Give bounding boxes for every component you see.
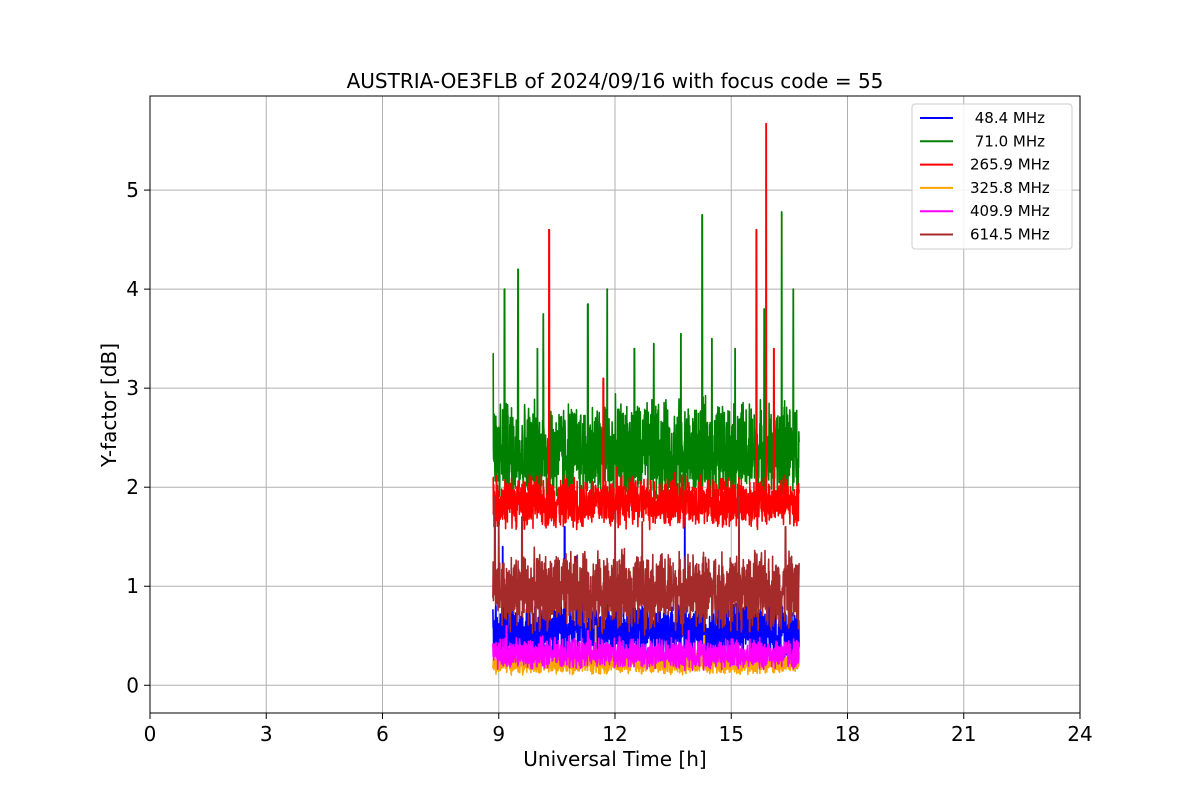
legend-entry: 325.8 MHz <box>970 179 1050 197</box>
legend-entry: 71.0 MHz <box>970 132 1045 150</box>
series-line <box>492 211 800 512</box>
series-line <box>492 624 800 676</box>
legend-entry: 48.4 MHz <box>970 109 1045 127</box>
legend-box <box>911 103 1073 250</box>
y-tick-label: 5 <box>126 178 139 202</box>
legend-entry: 614.5 MHz <box>970 226 1050 244</box>
y-tick-label: 0 <box>126 673 139 697</box>
y-axis-label: Y-factor [dB] <box>97 343 121 468</box>
x-tick-label: 24 <box>1067 722 1092 746</box>
x-tick-label: 9 <box>492 722 505 746</box>
x-tick-label: 21 <box>951 722 976 746</box>
series-line <box>492 624 800 672</box>
series-line <box>492 496 800 636</box>
chart-title: AUSTRIA-OE3FLB of 2024/09/16 with focus … <box>347 69 884 93</box>
x-tick-label: 3 <box>260 722 273 746</box>
x-tick-label: 0 <box>144 722 157 746</box>
x-axis-label: Universal Time [h] <box>523 747 706 771</box>
x-tick-label: 12 <box>602 722 627 746</box>
y-tick-label: 1 <box>126 574 139 598</box>
y-tick-label: 3 <box>126 376 139 400</box>
x-tick-label: 15 <box>719 722 744 746</box>
legend-entry: 265.9 MHz <box>970 156 1050 174</box>
series-layer <box>492 122 800 676</box>
x-tick-label: 18 <box>835 722 860 746</box>
legend: 48.4 MHz 71.0 MHz 265.9 MHz 325.8 MHz 409.9… <box>911 103 1073 250</box>
legend-entry: 409.9 MHz <box>970 202 1050 220</box>
series-line <box>492 122 800 531</box>
y-tick-label: 2 <box>126 475 139 499</box>
x-tick-label: 6 <box>376 722 389 746</box>
y-tick-label: 4 <box>126 277 139 301</box>
